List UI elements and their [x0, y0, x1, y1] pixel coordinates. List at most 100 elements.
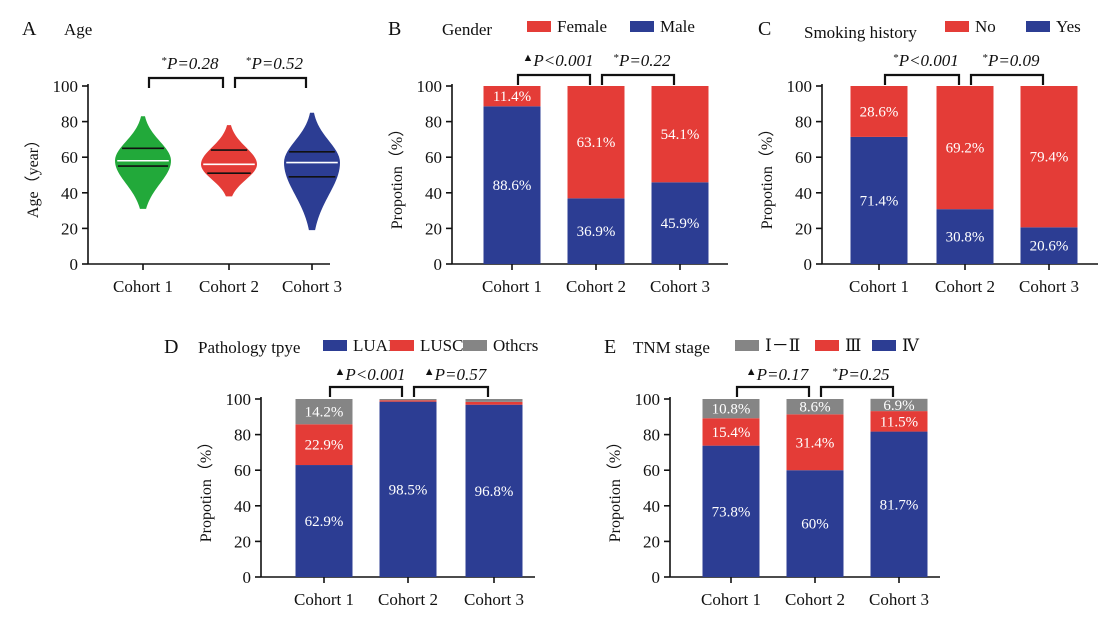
x-tick-label: Cohort 1 — [294, 590, 354, 609]
data-label: 88.6% — [493, 178, 532, 194]
violin-body — [115, 116, 171, 209]
bar-segment — [567, 86, 625, 199]
legend-label: No — [975, 17, 996, 36]
y-tick-label: 80 — [425, 113, 442, 132]
data-label: 45.9% — [661, 216, 700, 232]
y-tick-label: 100 — [635, 390, 661, 409]
x-tick-label: Cohort 3 — [282, 277, 342, 296]
data-label: 54.1% — [661, 127, 700, 143]
data-label: 15.4% — [712, 425, 751, 441]
y-axis-label: Age（year） — [24, 132, 42, 218]
y-tick-label: 100 — [787, 77, 813, 96]
violin-body — [284, 112, 340, 231]
p-value-label: ▲P<0.001 — [523, 51, 594, 70]
data-label: 10.8% — [712, 402, 751, 418]
bar-segment — [702, 418, 760, 446]
data-label: 69.2% — [946, 141, 985, 157]
legend-label: Othcrs — [493, 336, 538, 355]
p-value-text: P=0.25 — [837, 365, 890, 384]
y-tick-label: 80 — [61, 113, 78, 132]
legend-label: Male — [660, 17, 695, 36]
y-tick-label: 40 — [643, 497, 660, 516]
panel-title: Smoking history — [804, 23, 917, 42]
p-value-text: P<0.001 — [344, 365, 405, 384]
significance-bracket — [819, 385, 895, 397]
y-tick-label: 20 — [61, 219, 78, 238]
data-label: 6.9% — [883, 398, 914, 414]
y-tick-label: 40 — [795, 184, 812, 203]
y-axis-label: Propotion（%） — [606, 434, 624, 542]
y-tick-label: 60 — [61, 148, 78, 167]
legend-swatch — [463, 340, 487, 351]
legend-swatch — [390, 340, 414, 351]
legend-swatch — [323, 340, 347, 351]
p-value-text: P=0.22 — [618, 51, 671, 70]
data-label: 28.6% — [860, 104, 899, 120]
data-label: 20.6% — [1030, 239, 1069, 255]
significance-marker: * — [246, 55, 252, 67]
significance-marker: ▲ — [424, 366, 435, 378]
bar-segment — [465, 401, 523, 405]
panel-letter: B — [388, 18, 401, 40]
legend-label: LUSC — [420, 336, 463, 355]
legend-swatch — [872, 340, 896, 351]
bar-segment — [786, 414, 844, 471]
significance-bracket — [412, 385, 490, 397]
data-label: 11.4% — [493, 89, 531, 105]
y-axis-label: Propotion（%） — [388, 121, 406, 229]
panel-letter: A — [22, 18, 37, 40]
bar-segment — [379, 399, 437, 401]
significance-bracket — [969, 73, 1045, 85]
y-tick-label: 100 — [417, 77, 443, 96]
panel-e: E TNM stage 0 20 40 60 80 100 Cohort 1 Cohort 2 Co… — [604, 336, 940, 609]
data-label: 30.8% — [946, 230, 985, 246]
panel-title: Gender — [442, 20, 492, 39]
y-tick-label: 40 — [425, 184, 442, 203]
p-value-label: *P=0.52 — [246, 54, 304, 73]
p-value-text: P=0.09 — [987, 51, 1040, 70]
bar-segment — [936, 209, 994, 264]
p-value-text: P=0.52 — [250, 54, 303, 73]
data-label: 62.9% — [305, 514, 344, 530]
p-value-text: P=0.57 — [434, 365, 488, 384]
p-value-label: *P=0.22 — [613, 51, 671, 70]
panel-d: D Pathology tpye 0 20 40 60 80 100 Cohort 1 Cohor… — [164, 336, 538, 609]
legend-swatch — [527, 21, 551, 32]
y-tick-label: 0 — [243, 568, 252, 587]
legend-swatch — [1026, 21, 1050, 32]
data-label: 22.9% — [305, 438, 344, 454]
data-label: 60% — [801, 517, 829, 533]
panel-c: C Smoking history 0 20 40 60 80 100 Cohort 1 Coho… — [758, 17, 1098, 296]
bar-segment — [936, 86, 994, 210]
legend-label: LUAD — [353, 336, 400, 355]
significance-marker: * — [161, 55, 167, 67]
legend-label: Female — [557, 17, 607, 36]
bar-segment — [870, 431, 928, 577]
data-label: 8.6% — [799, 400, 830, 416]
p-value-text: P<0.001 — [898, 51, 959, 70]
bar-segment — [483, 86, 541, 107]
significance-bracket — [516, 73, 592, 85]
bar-segment — [786, 399, 844, 415]
bar-segment — [483, 106, 541, 265]
x-tick-label: Cohort 2 — [935, 277, 995, 296]
y-tick-label: 60 — [643, 461, 660, 480]
data-label: 31.4% — [796, 435, 835, 451]
panel-b: B Gender 0 20 40 60 80 100 Cohort 1 Cohort 2 Cohor… — [388, 17, 728, 296]
significance-marker: ▲ — [523, 52, 534, 64]
p-value-label: *P<0.001 — [893, 51, 959, 70]
y-tick-label: 80 — [234, 426, 251, 445]
y-tick-label: 20 — [234, 532, 251, 551]
significance-marker: ▲ — [335, 366, 346, 378]
p-value-label: ▲P=0.17 — [746, 365, 810, 384]
data-label: 79.4% — [1030, 150, 1069, 166]
bar-segment — [651, 86, 709, 183]
panel-letter: D — [164, 336, 178, 358]
p-value-label: *P=0.09 — [982, 51, 1040, 70]
y-axis-label: Propotion（%） — [197, 434, 215, 542]
significance-marker: * — [893, 52, 899, 64]
bar-segment — [870, 398, 928, 412]
x-tick-label: Cohort 3 — [1019, 277, 1079, 296]
bar-segment — [850, 136, 908, 264]
y-tick-label: 100 — [226, 390, 252, 409]
